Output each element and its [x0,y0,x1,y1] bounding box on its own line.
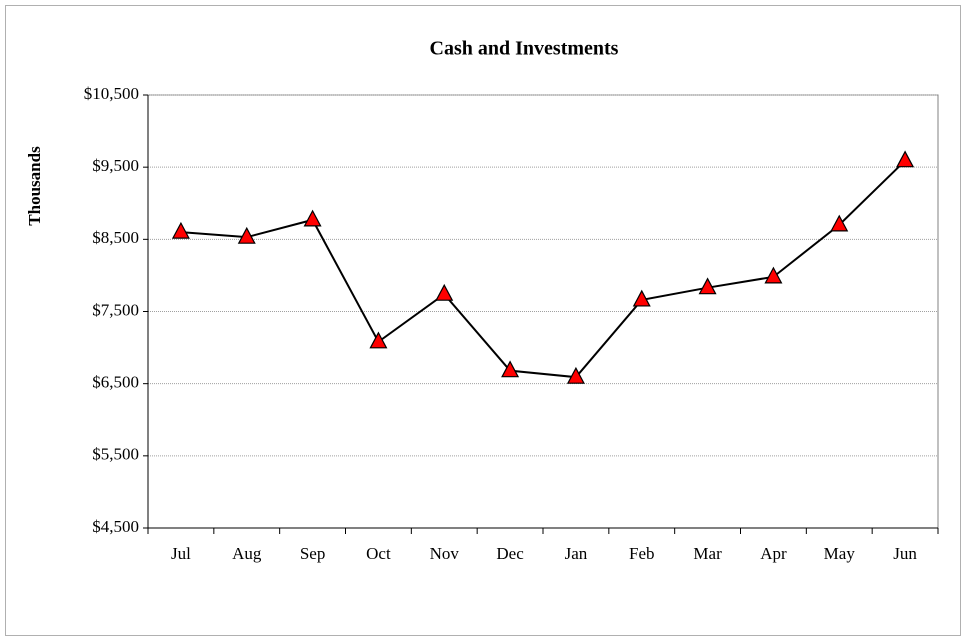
y-tick-label: $5,500 [92,445,139,464]
x-tick-label: Feb [629,544,655,563]
marker [237,226,256,244]
marker [303,209,322,227]
y-axis-label: Thousands [25,146,44,226]
x-tick-label: Apr [760,544,787,563]
x-tick-label: Dec [496,544,524,563]
y-tick-label: $6,500 [92,373,139,392]
y-tick-label: $7,500 [92,300,139,319]
marker [764,266,783,284]
marker [698,277,717,295]
marker [632,289,651,307]
x-tick-label: May [824,544,856,563]
y-tick-label: $8,500 [92,228,139,247]
chart-title: Cash and Investments [430,38,619,60]
x-tick-label: Jan [565,544,588,563]
marker [171,221,190,239]
x-tick-label: Oct [366,544,391,563]
marker [566,366,585,384]
marker [435,283,454,301]
x-tick-label: Sep [300,544,326,563]
y-tick-label: $4,500 [92,517,139,536]
x-tick-label: Aug [232,544,262,563]
x-tick-label: Jun [893,544,917,563]
y-tick-label: $9,500 [92,156,139,175]
marker [896,150,915,168]
marker [369,331,388,349]
x-tick-label: Nov [430,544,460,563]
marker [501,360,520,378]
y-tick-label: $10,500 [84,84,139,103]
marker [830,214,849,232]
x-tick-label: Mar [693,544,722,563]
line [180,159,906,379]
x-tick-label: Jul [171,544,191,563]
